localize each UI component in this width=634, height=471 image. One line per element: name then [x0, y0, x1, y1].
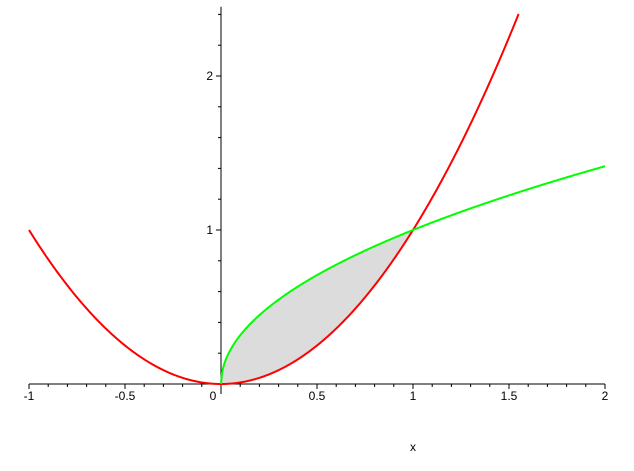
- y-tick-label: 2: [206, 69, 213, 83]
- y-tick-label: 1: [206, 223, 213, 237]
- shaded-region: [221, 230, 413, 384]
- x-tick-label: 0: [210, 389, 217, 403]
- x-tick-label: 2: [602, 389, 609, 403]
- x-tick-label: 1: [410, 389, 417, 403]
- x-tick-label: 1.5: [501, 389, 518, 403]
- x-tick-label: -1: [24, 389, 35, 403]
- x-axis-label: x: [410, 440, 416, 454]
- x-tick-label: 0.5: [309, 389, 326, 403]
- axes: [28, 6, 606, 394]
- series-green-curve: [220, 165, 606, 385]
- series-red-curve: [28, 13, 520, 385]
- x-tick-label: -0.5: [115, 389, 136, 403]
